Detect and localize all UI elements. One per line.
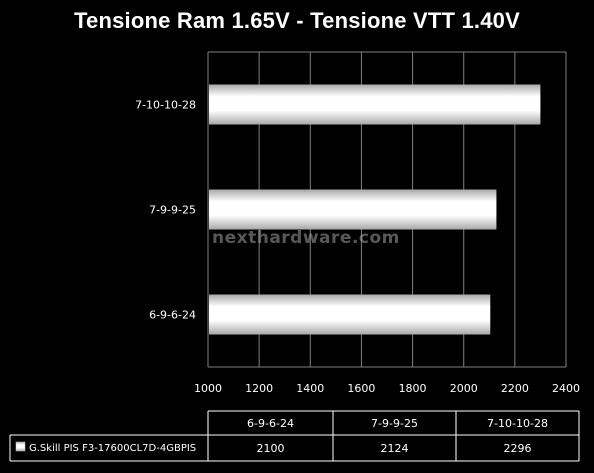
data-label: 2100 [257,442,285,455]
bar [209,84,541,125]
category-label: 6-9-6-24 [149,309,196,322]
watermark: nexthardware.com [212,228,400,248]
x-tick-label: 2400 [552,382,580,395]
category-label: 7-10-10-28 [135,99,196,112]
table-header-cell: 7-9-9-25 [371,417,418,430]
bar [209,189,497,230]
legend-series-name: G.Skill PIS F3-17600CL7D-4GBPIS [29,443,196,454]
data-label: 2296 [504,442,532,455]
chart-title: Tensione Ram 1.65V - Tensione VTT 1.40V [74,8,520,33]
category-label: 7-9-9-25 [149,204,196,217]
x-tick-label: 1400 [296,382,324,395]
x-tick-label: 1800 [399,382,427,395]
x-tick-label: 2000 [450,382,478,395]
legend-swatch [15,441,26,452]
data-label: 2124 [381,442,409,455]
bar [209,294,491,335]
x-tick-label: 1000 [194,382,222,395]
x-tick-label: 2200 [501,382,529,395]
table-header-cell: 7-10-10-28 [487,417,548,430]
x-tick-label: 1200 [245,382,273,395]
x-tick-label: 1600 [347,382,375,395]
table-header-cell: 6-9-6-24 [247,417,294,430]
